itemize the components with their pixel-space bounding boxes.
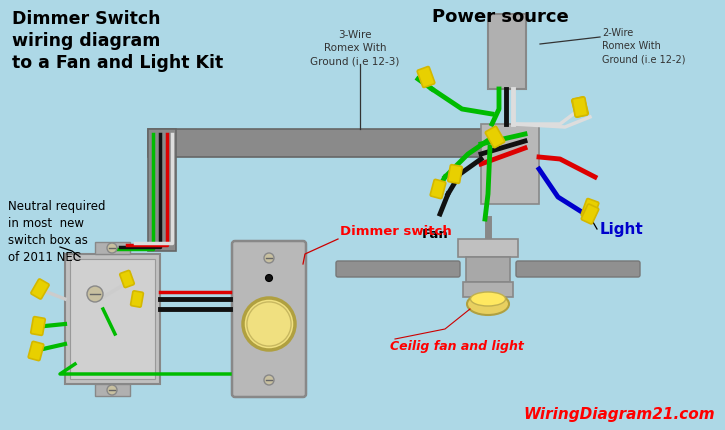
Circle shape xyxy=(264,253,274,264)
Circle shape xyxy=(264,375,274,385)
Bar xyxy=(481,125,539,205)
FancyBboxPatch shape xyxy=(572,98,588,118)
FancyBboxPatch shape xyxy=(572,98,588,118)
FancyBboxPatch shape xyxy=(430,180,446,199)
FancyBboxPatch shape xyxy=(120,271,134,288)
Circle shape xyxy=(107,243,117,253)
FancyBboxPatch shape xyxy=(581,205,599,224)
FancyBboxPatch shape xyxy=(581,199,599,220)
Text: 2-Wire
Romex With
Ground (i.e 12-2): 2-Wire Romex With Ground (i.e 12-2) xyxy=(602,28,686,64)
FancyBboxPatch shape xyxy=(336,261,460,277)
FancyBboxPatch shape xyxy=(232,241,306,397)
FancyBboxPatch shape xyxy=(130,291,144,307)
Circle shape xyxy=(243,298,295,350)
Text: 3-Wire
Romex With
Ground (i.e 12-3): 3-Wire Romex With Ground (i.e 12-3) xyxy=(310,30,399,66)
Circle shape xyxy=(87,286,103,302)
Bar xyxy=(70,259,155,379)
Text: Ceilig fan and light: Ceilig fan and light xyxy=(390,339,524,352)
Bar xyxy=(148,130,176,252)
FancyBboxPatch shape xyxy=(30,317,45,335)
Text: Neutral required
in most  new
switch box as
of 2011 NEC: Neutral required in most new switch box … xyxy=(8,200,106,264)
Bar xyxy=(95,243,130,255)
Bar xyxy=(65,255,160,384)
Bar xyxy=(466,258,510,283)
Circle shape xyxy=(265,275,273,282)
FancyBboxPatch shape xyxy=(516,261,640,277)
Text: WiringDiagram21.com: WiringDiagram21.com xyxy=(523,406,715,421)
FancyBboxPatch shape xyxy=(417,68,435,88)
Ellipse shape xyxy=(467,293,509,315)
FancyBboxPatch shape xyxy=(31,280,49,299)
Bar xyxy=(463,283,513,297)
Ellipse shape xyxy=(471,292,505,306)
Bar xyxy=(95,384,130,396)
Text: Light: Light xyxy=(600,221,644,237)
Text: Dimmer Switch
wiring diagram
to a Fan and Light Kit: Dimmer Switch wiring diagram to a Fan an… xyxy=(12,10,223,72)
FancyBboxPatch shape xyxy=(448,165,463,184)
Text: Fan: Fan xyxy=(422,227,448,240)
FancyBboxPatch shape xyxy=(28,341,44,361)
Bar xyxy=(458,240,518,258)
Circle shape xyxy=(107,385,117,395)
Bar xyxy=(488,15,526,90)
Text: Dimmer switch: Dimmer switch xyxy=(340,224,452,237)
Bar xyxy=(148,130,525,158)
Text: Power source: Power source xyxy=(431,8,568,26)
FancyBboxPatch shape xyxy=(485,127,505,148)
